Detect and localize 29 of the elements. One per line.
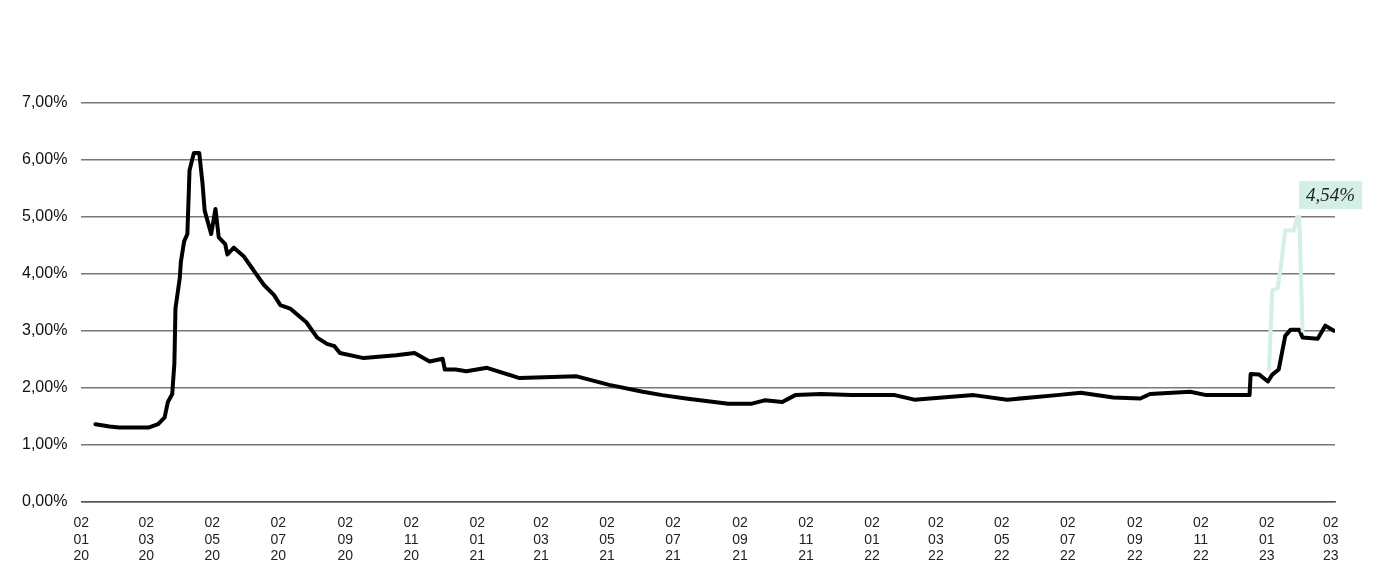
x-tick-label: 02 03 21 (533, 513, 550, 564)
x-tick-label: 02 11 22 (1193, 513, 1209, 564)
y-tick-label: 7,00% (21, 93, 68, 111)
x-tick-label: 02 09 21 (732, 513, 749, 564)
y-tick-label: 1,00% (21, 435, 68, 453)
x-tick-label: 02 05 21 (599, 513, 616, 564)
x-tick-label: 02 07 20 (270, 513, 287, 564)
y-tick-label: 5,00% (21, 207, 68, 225)
x-tick-label: 02 11 21 (798, 513, 815, 564)
x-tick-label: 02 01 21 (469, 513, 486, 564)
x-tick-label: 02 03 22 (928, 513, 944, 564)
x-tick-label: 02 09 22 (1127, 513, 1143, 564)
y-tick-label: 3,00% (21, 321, 68, 339)
x-tick-label: 02 03 20 (138, 513, 155, 564)
y-tick-label: 0,00% (21, 492, 68, 510)
y-tick-label: 4,00% (21, 264, 68, 282)
x-tick-label: 02 03 23 (1322, 513, 1339, 564)
x-tick-label: 02 09 20 (337, 513, 354, 564)
y-tick-label: 6,00% (21, 150, 68, 168)
x-tick-label: 02 07 22 (1060, 513, 1076, 564)
x-tick-label: 02 01 20 (73, 513, 90, 564)
x-tick-label: 02 05 22 (994, 513, 1010, 564)
x-tick-label: 02 05 20 (204, 513, 221, 564)
x-tick-label: 02 11 20 (403, 513, 420, 564)
x-tick-label: 02 01 22 (864, 513, 881, 564)
x-tick-label: 02 07 21 (665, 513, 682, 564)
x-tick-label: 02 01 23 (1259, 513, 1275, 564)
y-tick-label: 2,00% (21, 378, 68, 396)
annotation: 4,54% (1306, 184, 1356, 205)
